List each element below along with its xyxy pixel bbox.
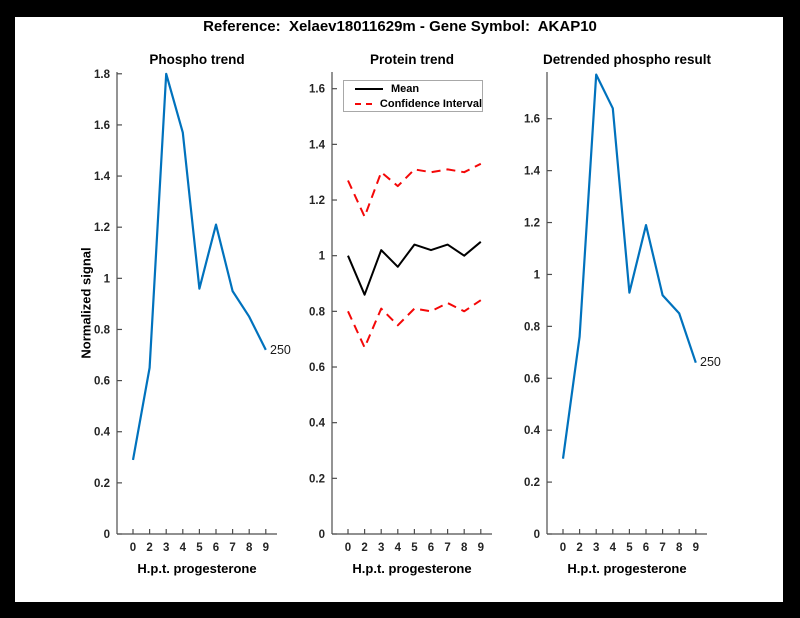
y-tick-label: 1.4 — [94, 171, 111, 183]
x-tick-label: 4 — [180, 542, 187, 554]
y-tick-label: 0.2 — [524, 477, 540, 489]
legend-entry-mean: Mean — [344, 83, 482, 95]
y-tick-label: 0.2 — [309, 473, 325, 485]
x-tick-label: 7 — [444, 542, 450, 554]
y-tick-label: 0 — [319, 529, 325, 541]
legend-label-confidence-interval: Confidence Interval — [379, 97, 482, 110]
y-tick-label: 0.8 — [524, 321, 541, 333]
data-line-confidence-lower — [347, 299, 482, 349]
panel1-endpoint-annotation: 250 — [270, 343, 291, 357]
y-tick-label: 1.4 — [309, 139, 326, 151]
y-tick-label: 1 — [319, 251, 326, 263]
panel1-x-axis-label: H.p.t. progesterone — [137, 561, 257, 576]
x-tick-label: 7 — [659, 542, 665, 554]
figure-background — [15, 17, 783, 602]
x-tick-label: 8 — [246, 542, 253, 554]
x-tick-label: 6 — [643, 542, 649, 554]
panel1-title: Phospho trend — [149, 52, 245, 67]
legend-label-mean: Mean — [391, 82, 420, 95]
data-line-mean — [347, 241, 482, 296]
y-axis-label: Normalized signal — [78, 247, 94, 359]
legend-entry-confidence-interval: Confidence Interval — [344, 98, 482, 110]
y-tick-label: 1.6 — [94, 120, 110, 132]
panel3-title: Detrended phospho result — [542, 52, 711, 67]
x-tick-label: 5 — [411, 542, 418, 554]
mean-line-sample-icon — [355, 87, 383, 90]
data-line-confidence-upper — [347, 162, 482, 218]
x-tick-label: 4 — [610, 542, 617, 554]
x-tick-label: 3 — [593, 542, 599, 554]
data-line-detrended-signal — [561, 73, 697, 459]
x-tick-label: 5 — [626, 542, 633, 554]
x-tick-label: 7 — [229, 542, 235, 554]
panel2-x-axis-label: H.p.t. progesterone — [352, 561, 472, 576]
y-tick-label: 1.8 — [94, 69, 111, 81]
data-line-phospho-signal — [131, 72, 267, 461]
panel3-x-axis-label: H.p.t. progesterone — [567, 561, 687, 576]
y-tick-label: 1 — [534, 269, 541, 281]
y-tick-label: 0.2 — [94, 478, 110, 490]
panel2-title: Protein trend — [369, 52, 454, 67]
y-tick-label: 0 — [104, 529, 110, 541]
y-tick-label: 1 — [104, 273, 111, 285]
x-tick-label: 9 — [478, 542, 484, 554]
y-tick-label: 0.4 — [524, 425, 541, 437]
x-tick-label: 6 — [428, 542, 434, 554]
y-tick-label: 0.4 — [309, 418, 326, 430]
figure-title: Reference: Xelaev18011629m - Gene Symbol… — [203, 18, 597, 35]
x-tick-label: 2 — [361, 542, 367, 554]
x-tick-label: 2 — [576, 542, 582, 554]
y-tick-label: 1.2 — [309, 195, 325, 207]
x-tick-label: 6 — [213, 542, 219, 554]
x-tick-label: 2 — [146, 542, 152, 554]
y-tick-label: 0.8 — [94, 324, 111, 336]
x-tick-label: 8 — [676, 542, 683, 554]
y-tick-label: 0 — [534, 529, 540, 541]
y-tick-label: 1.2 — [94, 222, 110, 234]
x-tick-label: 3 — [163, 542, 169, 554]
panel3-endpoint-annotation: 250 — [700, 355, 721, 369]
x-tick-label: 9 — [693, 542, 699, 554]
y-tick-label: 1.6 — [524, 114, 540, 126]
x-tick-label: 8 — [461, 542, 468, 554]
x-tick-label: 0 — [345, 542, 351, 554]
y-tick-label: 0.6 — [309, 362, 325, 374]
y-tick-label: 0.8 — [309, 306, 326, 318]
y-tick-label: 1.4 — [524, 166, 541, 178]
y-tick-label: 0.6 — [94, 376, 110, 388]
x-tick-label: 0 — [130, 542, 136, 554]
confidence-line-sample-icon — [355, 102, 372, 105]
y-tick-label: 1.2 — [524, 218, 540, 230]
y-tick-label: 1.6 — [309, 84, 325, 96]
legend-box: Mean Confidence Interval — [343, 80, 483, 112]
x-tick-label: 3 — [378, 542, 384, 554]
y-tick-label: 0.4 — [94, 427, 111, 439]
x-tick-label: 9 — [263, 542, 269, 554]
x-tick-label: 4 — [395, 542, 402, 554]
x-tick-label: 5 — [196, 542, 203, 554]
x-tick-label: 0 — [560, 542, 566, 554]
y-tick-label: 0.6 — [524, 373, 540, 385]
